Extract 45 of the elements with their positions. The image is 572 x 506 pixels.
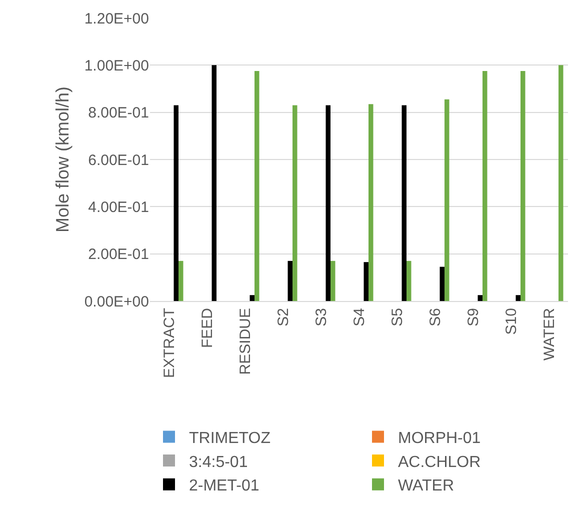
bar: [482, 71, 488, 301]
bar: [444, 99, 450, 301]
x-tick-label: WATER: [540, 308, 558, 360]
bar: [558, 65, 564, 301]
y-tick-label: 0.00E+00: [84, 293, 149, 310]
legend-label: 3:4:5-01: [189, 454, 248, 471]
bar: [250, 295, 254, 301]
bar: [212, 65, 216, 301]
bar: [364, 262, 368, 301]
bar: [174, 105, 178, 301]
bar: [368, 104, 374, 301]
legend-label: AC.CHLOR: [398, 454, 481, 471]
y-tick-label: 1.20E+00: [84, 10, 149, 28]
bar: [326, 105, 330, 301]
bar: [440, 266, 444, 301]
y-tick-label: 4.00E-01: [88, 198, 149, 216]
x-tick-label: RESIDUE: [236, 308, 254, 375]
bar: [402, 105, 406, 301]
bar: [292, 105, 298, 301]
legend-label: WATER: [398, 478, 454, 495]
x-tick-label: S3: [312, 308, 330, 326]
bar: [254, 71, 260, 301]
x-tick-label: EXTRACT: [160, 308, 178, 378]
bar: [478, 295, 482, 301]
bar: [330, 260, 336, 301]
y-tick-label: 8.00E-01: [88, 104, 149, 122]
legend-label: 2-MET-01: [189, 478, 260, 495]
bar: [288, 260, 292, 301]
bar: [516, 295, 520, 301]
y-axis-title: Mole flow (kmol/h): [52, 86, 73, 233]
x-tick-label: S5: [388, 308, 406, 326]
legend-label: TRIMETOZ: [189, 430, 271, 447]
y-tick-label: 2.00E-01: [88, 246, 149, 264]
x-tick-label: S2: [274, 308, 292, 326]
bar: [406, 260, 412, 301]
x-tick-label: S6: [426, 308, 444, 326]
bar: [178, 260, 184, 301]
y-tick-label: 6.00E-01: [88, 152, 149, 169]
x-tick-label: FEED: [198, 308, 216, 348]
x-tick-label: S4: [350, 308, 368, 326]
y-tick-label: 1.00E+00: [84, 57, 149, 74]
x-tick-label: S10: [502, 308, 520, 335]
legend-label: MORPH-01: [398, 430, 481, 447]
bar: [520, 71, 526, 301]
x-tick-label: S9: [464, 308, 482, 326]
